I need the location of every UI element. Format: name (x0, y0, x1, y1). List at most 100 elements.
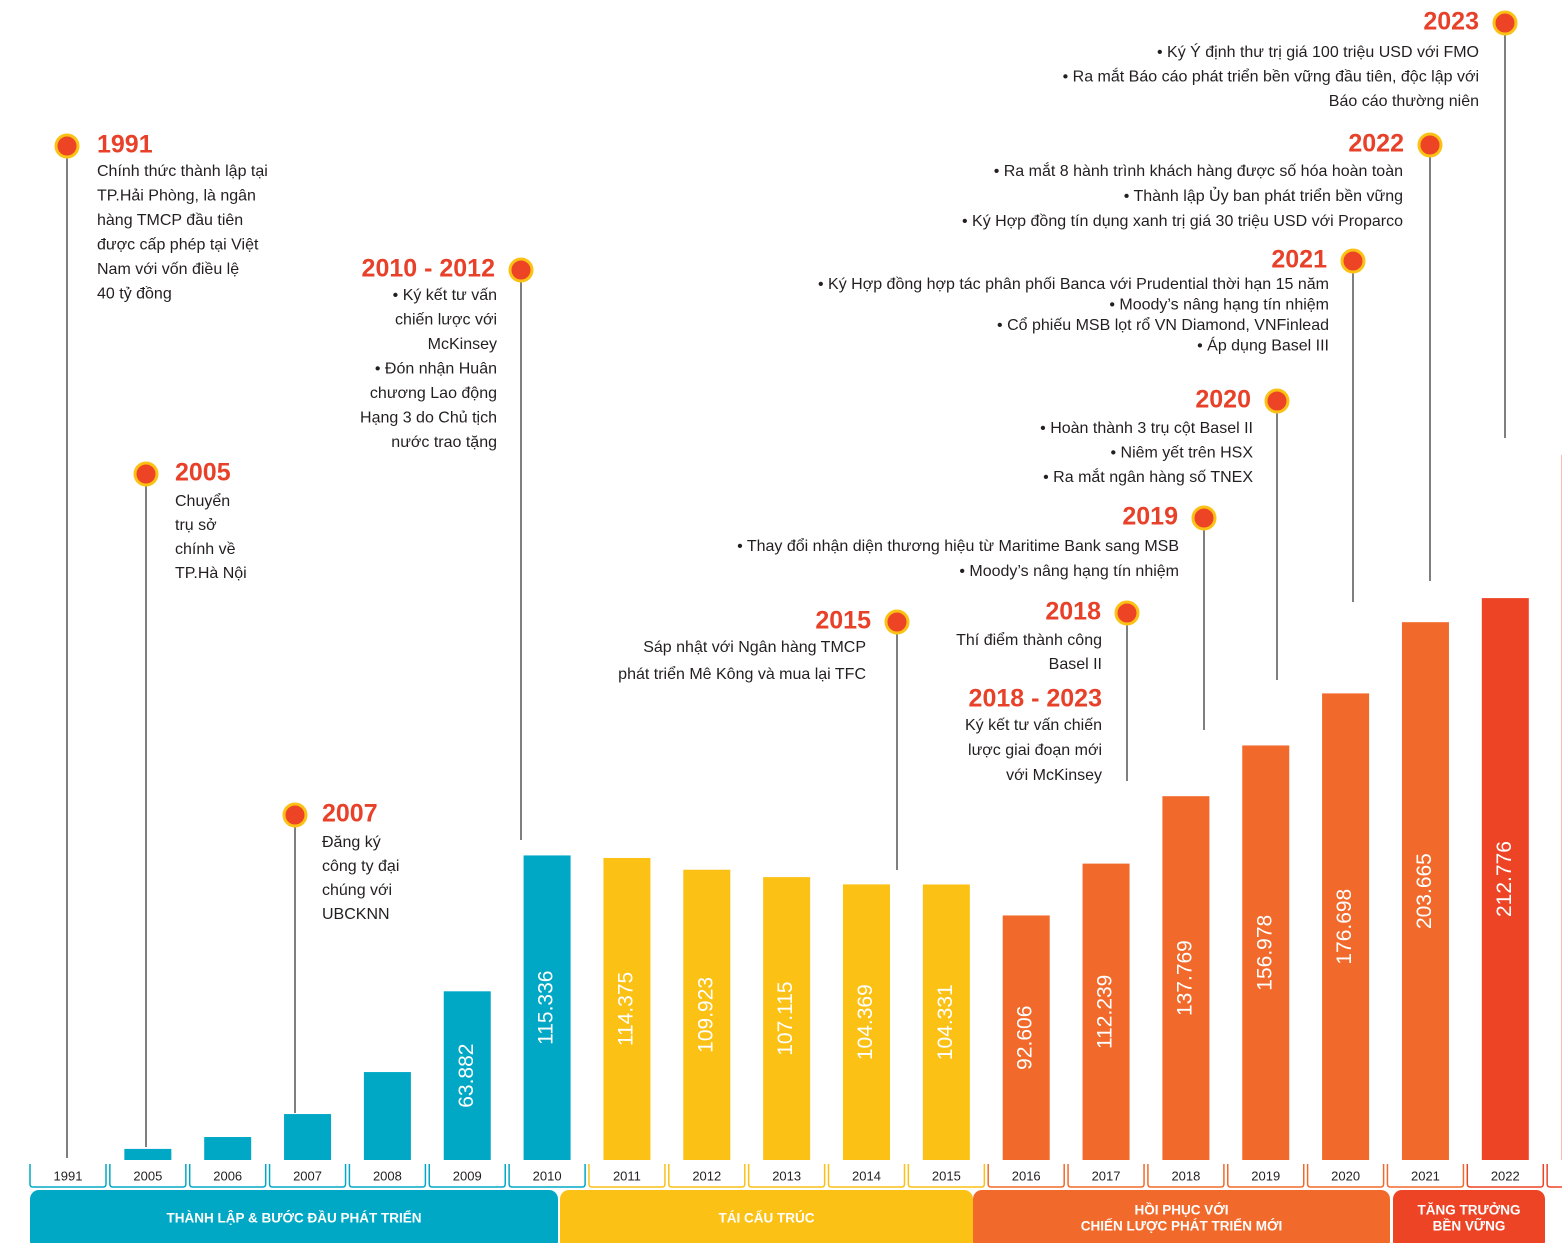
event-text: • Ký Hợp đồng hợp tác phân phối Banca vớ… (818, 276, 1329, 293)
event-dot (884, 609, 910, 635)
event-text: chương Lao động (370, 385, 497, 402)
event-text: Sáp nhật với Ngân hàng TMCP (643, 639, 866, 656)
event-text: • Cổ phiếu MSB lọt rổ VN Diamond, VNFinl… (997, 316, 1329, 334)
event-text: Thí điểm thành công (956, 631, 1102, 649)
value-label: 137.769 (1173, 940, 1196, 1016)
category-cell (188, 1164, 267, 1188)
category-cell (29, 1164, 107, 1188)
phase-label: HỒI PHỤC VỚI (1134, 1203, 1228, 1218)
category-cell (1227, 1164, 1305, 1188)
event-text: McKinsey (428, 336, 497, 353)
x-tick-label: 2016 (1012, 1168, 1041, 1183)
bar (763, 877, 811, 1160)
category-cell (348, 1164, 427, 1188)
bar (1002, 915, 1050, 1160)
event-dot (1417, 132, 1443, 158)
value-label: 112.239 (1094, 975, 1117, 1049)
event-text: • Ký kết tư vấn (393, 287, 497, 304)
bar (1162, 796, 1210, 1160)
event-dot (1492, 10, 1518, 36)
bar (284, 1114, 332, 1160)
category-cell (268, 1164, 347, 1188)
category-cell (428, 1164, 506, 1188)
value-label: 156.978 (1253, 915, 1276, 991)
value-label: 212.776 (1493, 841, 1516, 917)
bar (1082, 863, 1130, 1160)
x-tick-label: 2015 (932, 1168, 961, 1183)
x-tick-label: 2017 (1092, 1168, 1121, 1183)
event-text: • Ký Ý định thư trị giá 100 triệu USD vớ… (1157, 42, 1479, 61)
bar (603, 857, 651, 1160)
event-year: 2020 (1195, 386, 1251, 414)
bar (1481, 598, 1529, 1160)
event-text: Nam với vốn điều lệ (97, 261, 239, 278)
category-cell (1546, 1164, 1562, 1188)
event-text: trụ sở (175, 517, 217, 534)
event-year: 2023 (1423, 8, 1479, 36)
event-text: • Hoàn thành 3 trụ cột Basel II (1040, 420, 1253, 437)
value-label: 63.882 (455, 1044, 478, 1108)
event-year: 2022 (1348, 130, 1404, 158)
value-label: 107.115 (774, 981, 797, 1055)
phase-label: TĂNG TRƯỞNG (1418, 1203, 1521, 1218)
category-cell (588, 1164, 666, 1188)
event-year: 2018 - 2023 (969, 685, 1102, 713)
value-label: 92.606 (1014, 1006, 1037, 1070)
event-text: • Đón nhận Huân (375, 361, 497, 378)
event-text: hàng TMCP đầu tiên (97, 212, 243, 229)
phase-label: CHIẾN LƯỢC PHÁT TRIỂN MỚI (1081, 1219, 1282, 1234)
x-tick-label: 2008 (373, 1168, 402, 1183)
event-text: lược giai đoạn mới (968, 742, 1102, 759)
event-text: Ký kết tư vấn chiến (965, 717, 1102, 734)
event-text: chiến lược với (395, 312, 497, 329)
value-label: 109.923 (694, 977, 717, 1053)
event-year: 2021 (1271, 246, 1327, 274)
category-cell (827, 1164, 906, 1188)
bar (523, 855, 571, 1160)
event-text: • Ra mắt Báo cáo phát triển bền vững đầu… (1063, 67, 1479, 86)
event-dot (54, 133, 80, 159)
event-text: • Ký Hợp đồng tín dụng xanh trị giá 30 t… (962, 213, 1403, 230)
phase-band (560, 1190, 973, 1243)
bar (1401, 622, 1449, 1160)
event-text: TP.Hà Nội (175, 565, 247, 582)
x-tick-label: 2018 (1171, 1168, 1200, 1183)
phase-label: BỀN VỮNG (1433, 1219, 1506, 1234)
x-tick-label: 1991 (54, 1168, 83, 1183)
category-cell (508, 1164, 586, 1188)
event-text: • Moody’s nâng hạng tín nhiệm (1109, 297, 1329, 314)
bar (843, 884, 890, 1160)
x-tick-label: 2022 (1491, 1168, 1520, 1183)
phase-band (30, 1190, 558, 1243)
category-cell (109, 1164, 187, 1188)
value-label: 176.698 (1333, 889, 1356, 965)
event-text: Đăng ký (322, 834, 381, 851)
phase-band (973, 1190, 1390, 1243)
category-cell (747, 1164, 826, 1188)
event-dot (1264, 388, 1290, 414)
x-tick-label: 2006 (213, 1168, 242, 1183)
event-text: • Ra mắt ngân hàng số TNEX (1043, 467, 1253, 486)
x-tick-label: 2021 (1411, 1168, 1440, 1183)
bar (443, 991, 491, 1160)
category-cell (668, 1164, 746, 1188)
bar (1242, 745, 1290, 1160)
category-cell (1147, 1164, 1225, 1188)
event-text: nước trao tặng (391, 434, 497, 451)
event-text: • Thay đổi nhận diện thương hiệu từ Mari… (737, 537, 1179, 555)
event-text: Hạng 3 do Chủ tịch (360, 410, 497, 427)
x-tick-label: 2012 (692, 1168, 721, 1183)
x-tick-label: 2005 (133, 1168, 162, 1183)
event-text: • Niêm yết trên HSX (1110, 445, 1253, 462)
phase-label: THÀNH LẬP & BƯỚC ĐẦU PHÁT TRIỂN (167, 1211, 422, 1226)
event-text: TP.Hải Phòng, là ngân (97, 188, 256, 205)
x-tick-label: 2020 (1331, 1168, 1360, 1183)
category-cell (1386, 1164, 1465, 1188)
event-dot (508, 257, 534, 283)
event-year: 2015 (815, 607, 871, 635)
category-cell (1067, 1164, 1145, 1188)
bar (922, 884, 970, 1160)
x-tick-label: 2011 (613, 1168, 641, 1183)
category-cell (1466, 1164, 1545, 1188)
